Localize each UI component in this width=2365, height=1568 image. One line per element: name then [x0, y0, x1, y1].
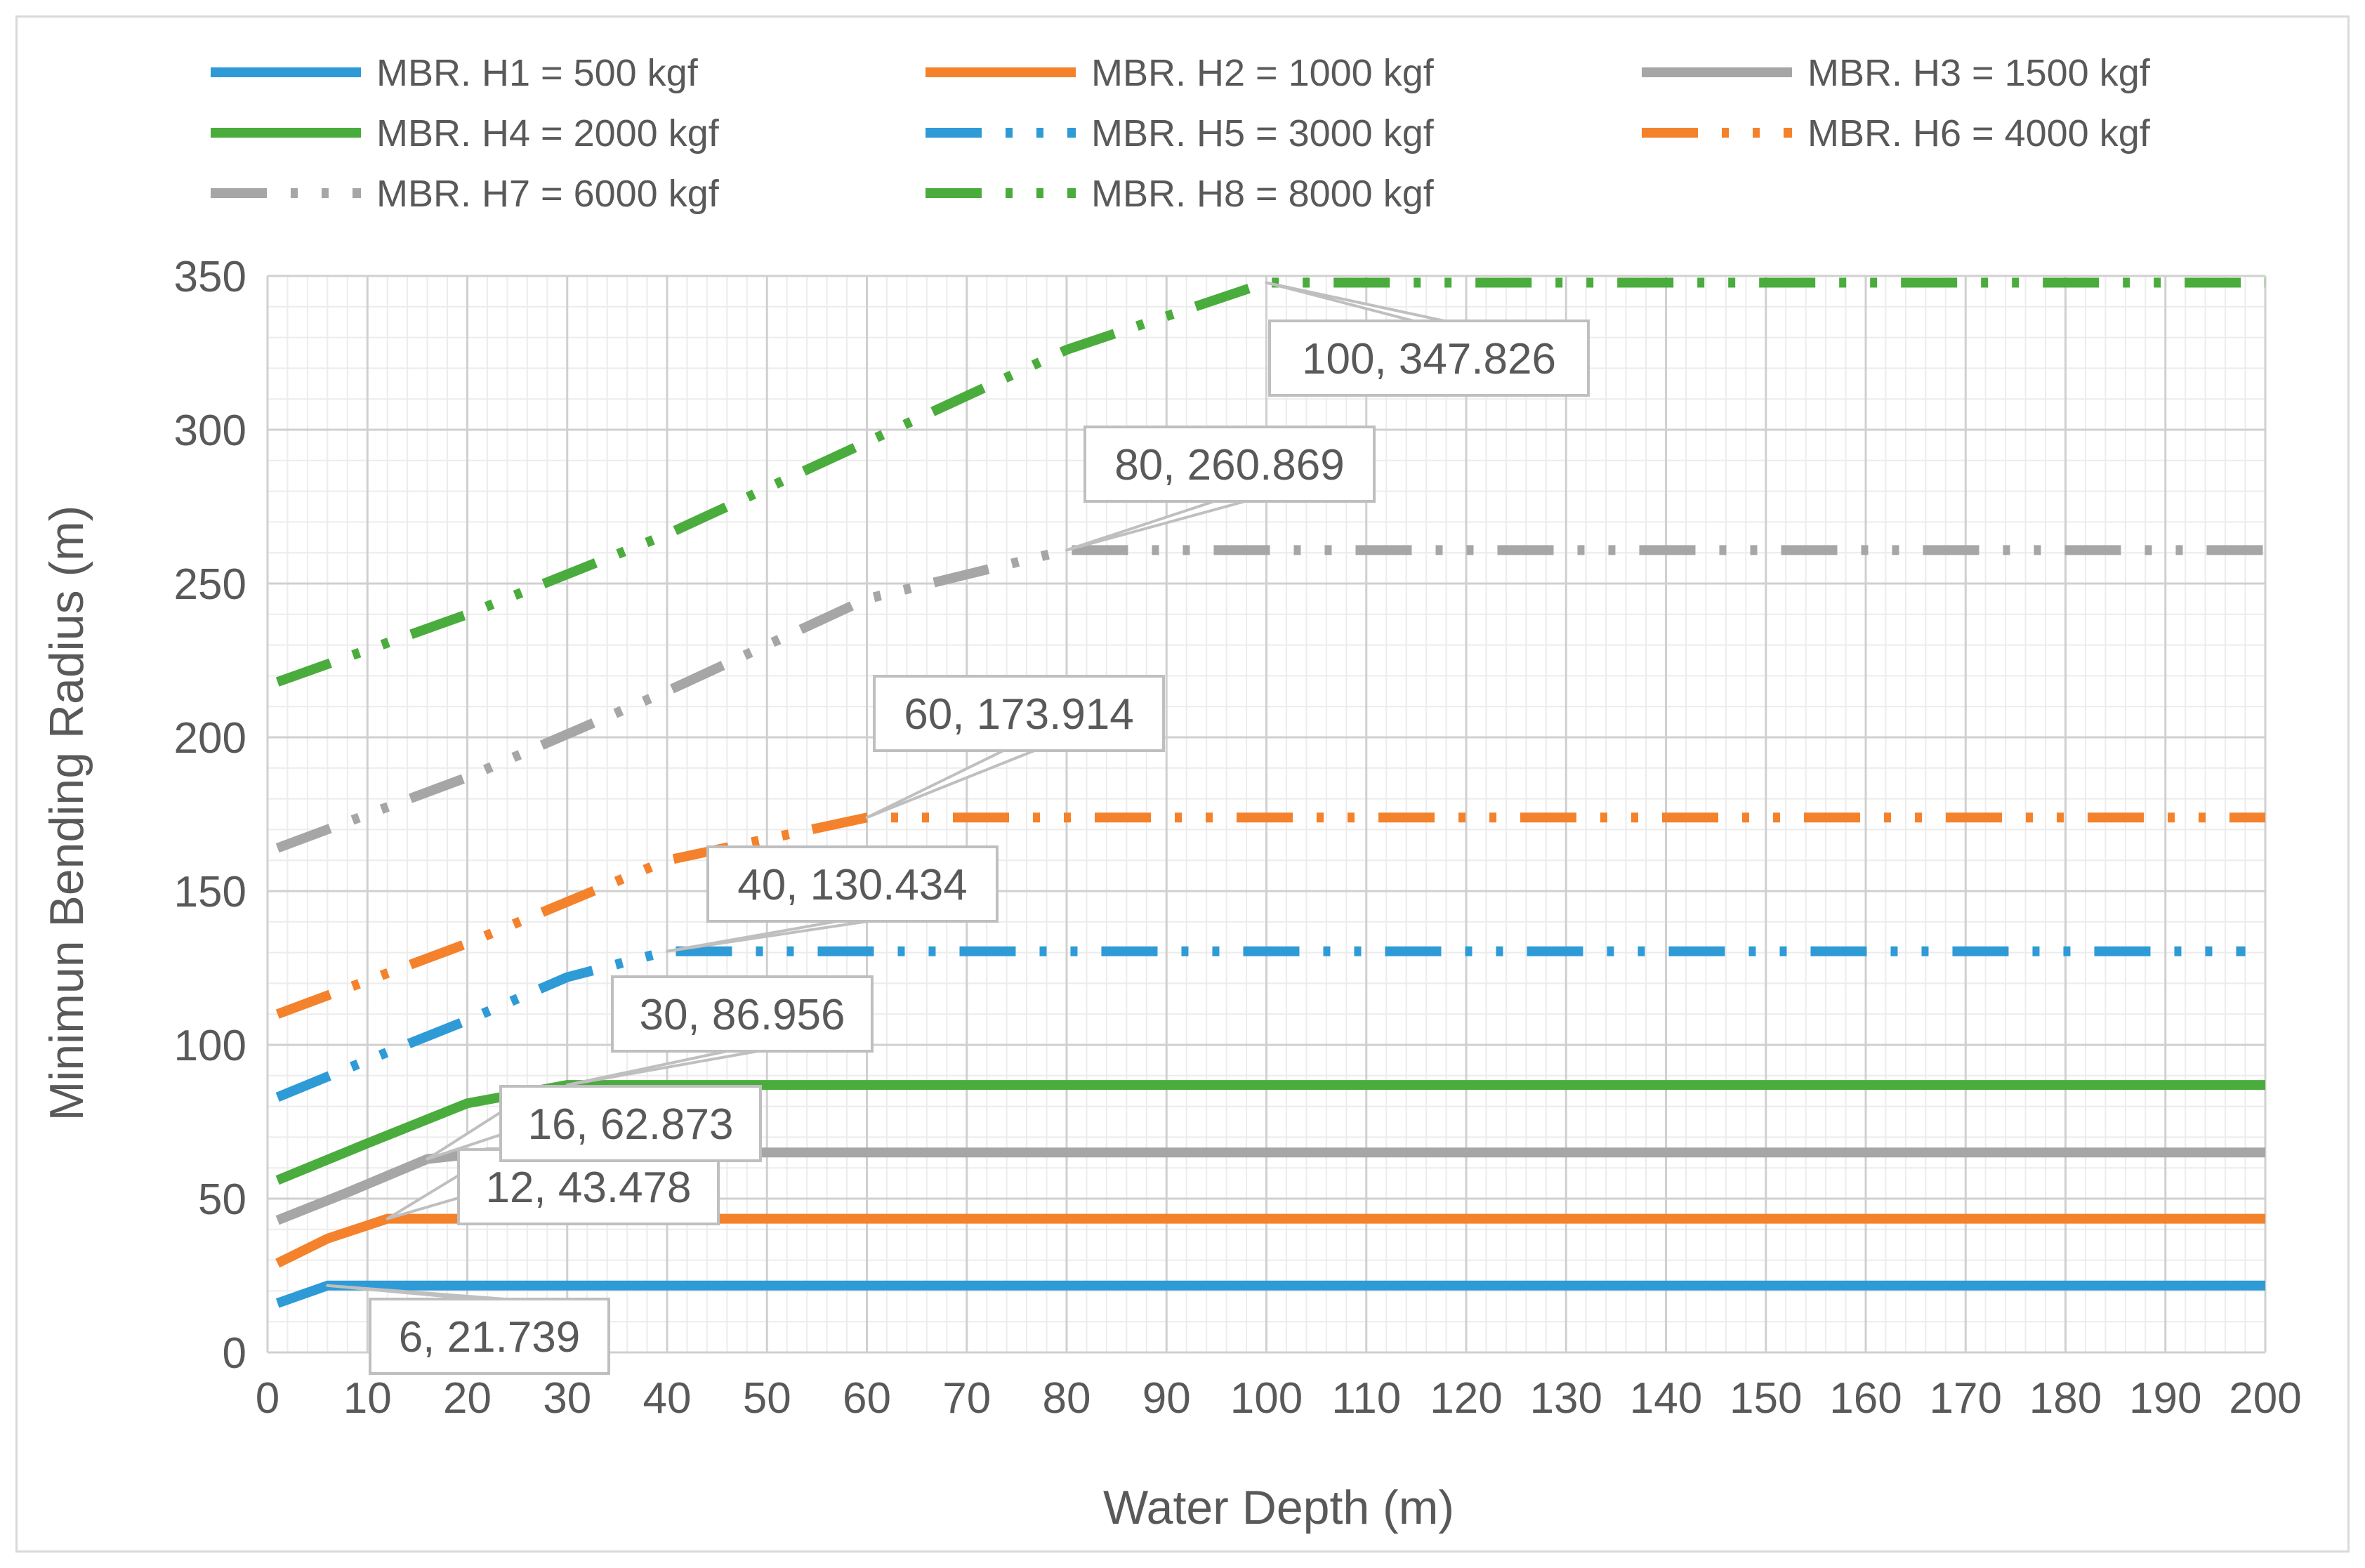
- legend: MBR. H1 = 500 kgf MBR. H2 = 1000 kgf MBR. …: [211, 52, 2151, 215]
- x-tick-label: 50: [743, 1374, 791, 1423]
- x-tick-label: 90: [1142, 1374, 1191, 1423]
- series-line-h6: [275, 812, 2265, 1019]
- callout-label: 40, 130.434: [737, 861, 968, 909]
- callout-box: [1268, 319, 1590, 397]
- x-tick-label: 190: [2129, 1374, 2201, 1423]
- x-tick-label: 80: [1043, 1374, 1091, 1423]
- x-tick-label: 70: [942, 1374, 991, 1423]
- series-line-h5: [275, 946, 2246, 1102]
- y-tick-label: 200: [174, 714, 246, 763]
- y-tick-label: 150: [174, 868, 246, 916]
- y-axis-title: Minimun Bending Radius (m): [40, 506, 93, 1121]
- y-tick-label: 0: [223, 1329, 246, 1378]
- y-tick-label: 250: [174, 560, 246, 609]
- x-tick-label: 180: [2029, 1374, 2102, 1423]
- callout-label: 100, 347.826: [1302, 335, 1556, 383]
- callout-label: 80, 260.869: [1114, 441, 1345, 489]
- x-tick-label: 130: [1530, 1374, 1602, 1423]
- callout-box: [1083, 426, 1376, 503]
- legend-label: MBR. H7 = 6000 kgf: [376, 173, 720, 215]
- x-tick-label: 60: [843, 1374, 891, 1423]
- callout-pointer: [865, 749, 1036, 819]
- x-tick-label: 20: [443, 1374, 492, 1423]
- callout-box: [499, 1085, 762, 1162]
- legend-label: MBR. H5 = 3000 kgf: [1091, 112, 1435, 154]
- legend-label: MBR. H1 = 500 kgf: [376, 52, 699, 94]
- chart-area: [15, 15, 2350, 1553]
- x-tick-label: 200: [2229, 1374, 2301, 1423]
- callout-box: [873, 675, 1165, 752]
- legend-label: MBR. H2 = 1000 kgf: [1091, 52, 1435, 94]
- callout-label: 30, 86.956: [639, 991, 845, 1039]
- callout-label: 12, 43.478: [485, 1164, 691, 1212]
- x-tick-label: 150: [1730, 1374, 1802, 1423]
- x-tick-label: 120: [1430, 1374, 1502, 1423]
- legend-label: MBR. H4 = 2000 kgf: [376, 112, 720, 154]
- callout-label: 60, 173.914: [904, 690, 1134, 739]
- x-tick-label: 170: [1930, 1374, 2002, 1423]
- series-line-h2: [275, 1213, 2265, 1268]
- callout-pointer: [1265, 281, 1446, 322]
- callout-box: [706, 845, 999, 923]
- y-tick-label: 100: [174, 1022, 246, 1070]
- callout-box: [369, 1298, 610, 1375]
- x-tick-label: 0: [256, 1374, 279, 1423]
- legend-label: MBR. H3 = 1500 kgf: [1807, 52, 2151, 94]
- x-tick-label: 30: [543, 1374, 591, 1423]
- callout-label: 6, 21.739: [399, 1313, 581, 1362]
- series-line-h4: [275, 1080, 2265, 1185]
- x-axis-title: Water Depth (m): [1103, 1481, 1454, 1534]
- x-tick-label: 10: [343, 1374, 392, 1423]
- legend-label: MBR. H8 = 8000 kgf: [1091, 173, 1435, 215]
- y-tick-label: 350: [174, 253, 246, 301]
- data-callouts: 6, 21.739 12, 43.478 16, 62.873 30, 86.956 4…: [326, 281, 1590, 1375]
- callout-pointer: [565, 1050, 759, 1087]
- series-line-h7: [275, 545, 2265, 853]
- callout-label: 16, 62.873: [527, 1100, 733, 1149]
- callout-pointer: [1065, 500, 1246, 552]
- y-tick-label: 300: [174, 407, 246, 455]
- x-tick-label: 40: [643, 1374, 692, 1423]
- x-tick-label: 100: [1230, 1374, 1303, 1423]
- x-tick-label: 140: [1630, 1374, 1702, 1423]
- tick-labels: 0 10 20 30 40 50 60 70 80 90 100 110 120 130 140 150 160…: [174, 253, 2302, 1423]
- legend-label: MBR. H6 = 4000 kgf: [1807, 112, 2151, 154]
- x-tick-label: 160: [1829, 1374, 1902, 1423]
- x-tick-label: 110: [1331, 1374, 1401, 1423]
- callout-box: [611, 975, 874, 1053]
- y-tick-label: 50: [198, 1175, 246, 1224]
